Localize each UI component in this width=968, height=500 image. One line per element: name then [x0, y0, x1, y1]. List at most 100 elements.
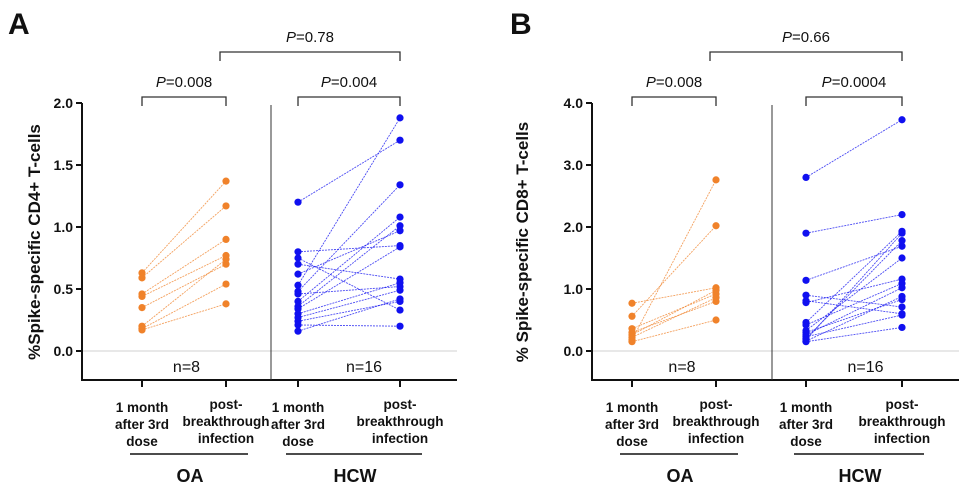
data-point	[898, 303, 906, 311]
panel-b: B % Spike-specific CD8+ T-cells 0.0 1.0 2.0 3…	[510, 8, 959, 486]
paired-line	[141, 255, 227, 297]
data-point	[898, 292, 906, 301]
paired-line	[297, 117, 401, 286]
x-category-label: 1 month	[780, 400, 833, 415]
p-value-label: P=0.66	[782, 29, 830, 46]
data-point	[294, 198, 302, 206]
data-point	[628, 312, 636, 320]
data-point	[138, 269, 146, 277]
group-label: HCW	[839, 466, 882, 486]
paired-line	[297, 246, 401, 310]
significance-bracket	[631, 96, 717, 106]
data-point	[898, 311, 906, 319]
paired-line	[297, 257, 401, 311]
data-point	[802, 321, 810, 329]
x-category-label: dose	[790, 434, 822, 449]
data-point	[802, 291, 810, 299]
data-point	[396, 286, 404, 294]
data-point	[898, 323, 906, 332]
y-tick-label: 4.0	[564, 95, 584, 111]
x-category-label: after 3rd	[605, 417, 659, 432]
panel-a: A %Spike-specific CD4+ T-cells 0.0 0.5 1.0 1.…	[8, 8, 457, 486]
paired-line	[631, 297, 717, 338]
y-tick-label: 1.0	[564, 281, 584, 297]
data-point	[712, 222, 720, 230]
data-point	[396, 243, 404, 251]
y-axis-label: % Spike-specific CD8+ T-cells	[513, 122, 532, 362]
series-hcw	[802, 116, 906, 346]
paired-line	[297, 300, 401, 322]
data-point	[222, 300, 230, 308]
significance-bracket	[709, 51, 903, 61]
paired-line	[631, 287, 717, 304]
data-point	[712, 176, 720, 184]
data-point	[898, 116, 906, 124]
x-category-label: after 3rd	[271, 417, 325, 432]
x-category-label: dose	[616, 434, 648, 449]
data-point	[628, 338, 636, 346]
p-symbol: P	[646, 74, 656, 91]
paired-line	[631, 319, 717, 343]
x-category-label: 1 month	[606, 400, 659, 415]
data-point	[138, 274, 146, 282]
x-category-label: infection	[198, 431, 254, 446]
paired-line	[805, 278, 903, 304]
paired-line	[297, 263, 401, 280]
data-point	[222, 255, 230, 263]
significance-bracket	[141, 96, 227, 106]
p-symbol: P	[782, 29, 792, 46]
x-category-label: post-	[700, 397, 733, 412]
panel-letter: B	[510, 8, 532, 41]
x-category-label: dose	[126, 434, 158, 449]
data-point	[396, 306, 404, 314]
data-point	[138, 304, 146, 312]
series-hcw	[294, 114, 404, 335]
data-point	[396, 322, 404, 330]
paired-line	[631, 289, 717, 336]
paired-line	[297, 216, 401, 302]
paired-line	[297, 282, 401, 315]
x-category-label: dose	[282, 434, 314, 449]
paired-line	[141, 205, 227, 279]
paired-line	[805, 300, 903, 315]
x-category-label: infection	[688, 431, 744, 446]
paired-line	[805, 299, 903, 333]
paired-line	[141, 180, 227, 274]
p-value: =0.008	[166, 74, 212, 91]
paired-line	[805, 257, 903, 331]
data-point	[898, 254, 906, 262]
data-point	[396, 213, 404, 221]
n-label: n=16	[346, 359, 382, 376]
data-point	[138, 326, 146, 334]
x-category-label: breakthrough	[182, 414, 269, 429]
paired-line	[141, 258, 227, 327]
data-point	[294, 327, 302, 335]
x-category-label: post-	[384, 397, 417, 412]
paired-line	[805, 245, 903, 281]
n-label: n=16	[847, 359, 883, 376]
data-point	[396, 295, 404, 303]
p-symbol: P	[286, 29, 296, 46]
data-point	[222, 177, 230, 185]
panel-letter: A	[8, 8, 30, 41]
data-point	[802, 276, 810, 284]
paired-line	[805, 294, 903, 308]
paired-line	[631, 300, 717, 333]
data-point	[898, 237, 906, 245]
data-point	[712, 286, 720, 294]
data-point	[294, 248, 302, 256]
paired-line	[805, 314, 903, 338]
paired-line	[805, 296, 903, 342]
p-value-label: P=0.008	[646, 74, 702, 91]
paired-line	[297, 225, 401, 307]
x-category-label: after 3rd	[115, 417, 169, 432]
x-category-label: infection	[874, 431, 930, 446]
data-point	[396, 114, 404, 122]
data-point	[898, 229, 906, 237]
data-point	[294, 305, 302, 313]
paired-line	[141, 239, 227, 295]
data-point	[712, 294, 720, 302]
data-point	[898, 242, 906, 250]
paired-line	[297, 230, 401, 275]
data-point	[222, 260, 230, 268]
